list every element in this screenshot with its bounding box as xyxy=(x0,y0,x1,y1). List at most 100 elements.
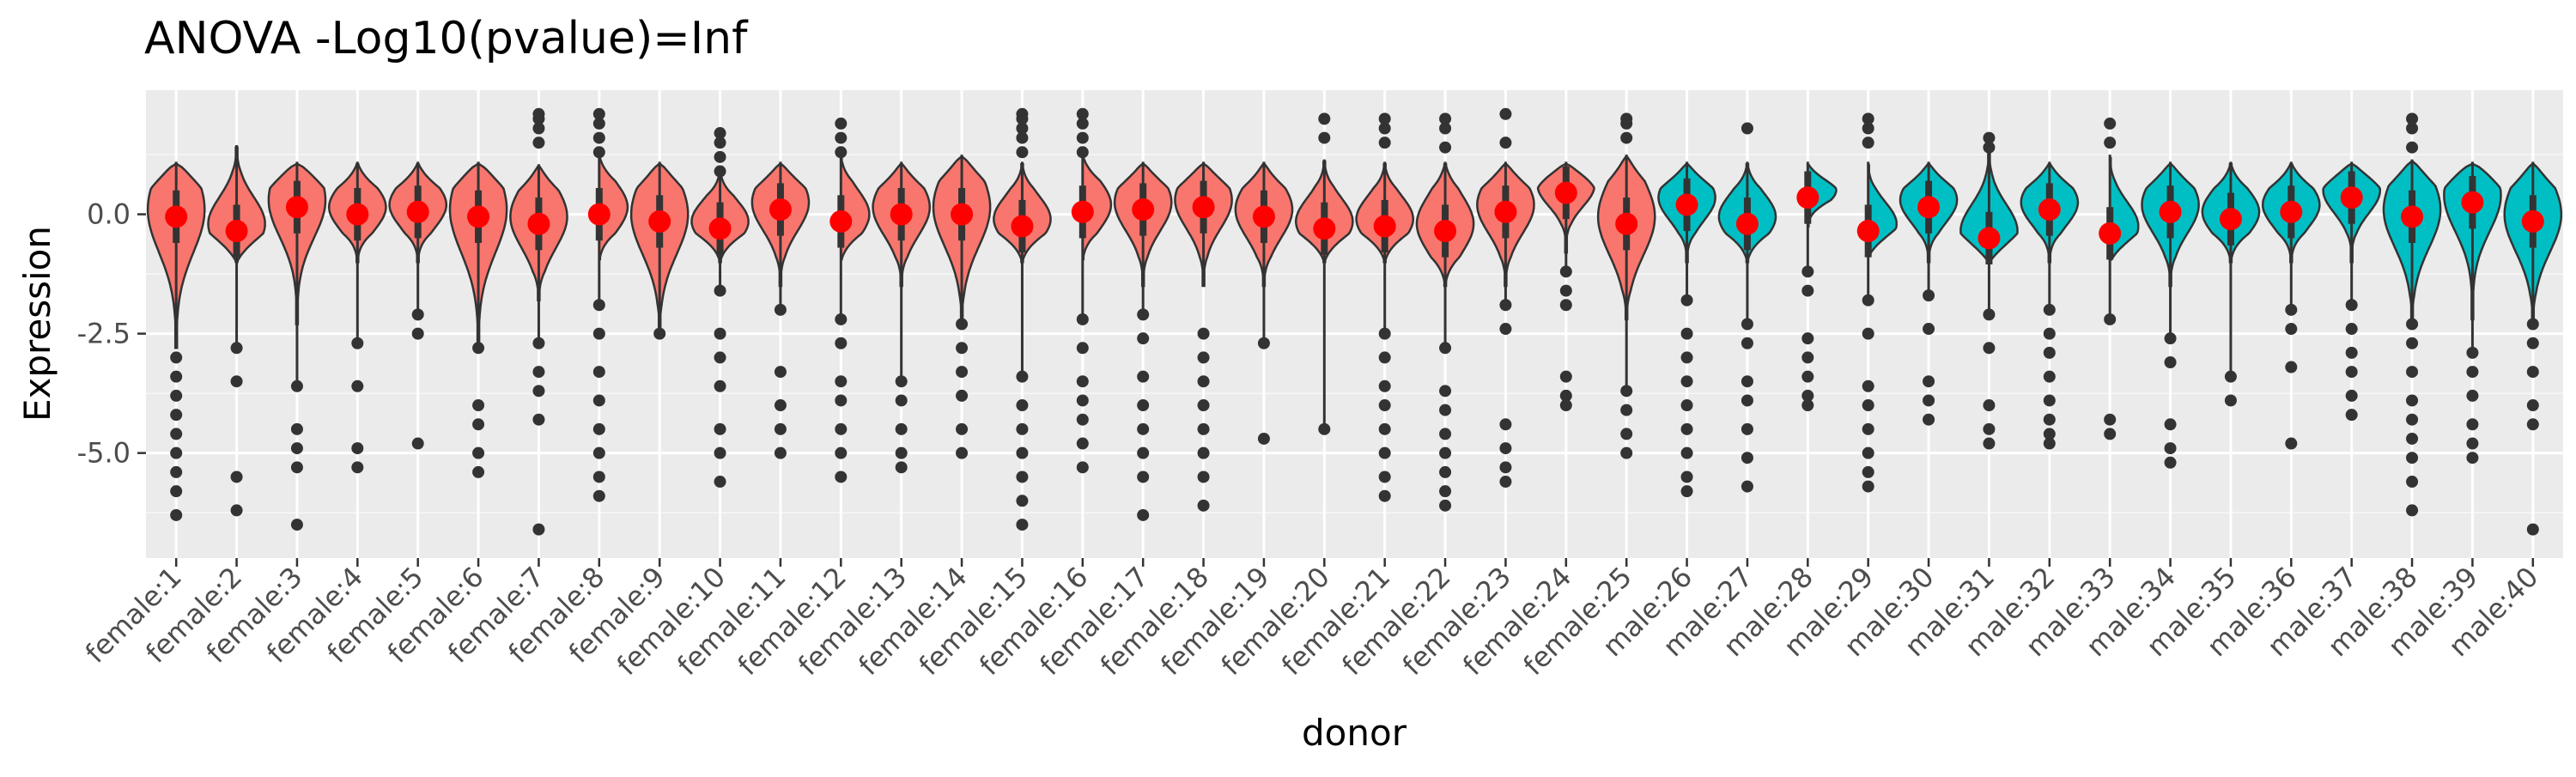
outlier-point xyxy=(230,375,243,388)
outlier-point xyxy=(2406,141,2419,154)
mean-point xyxy=(225,220,248,243)
mean-point xyxy=(1796,186,1820,209)
outlier-point xyxy=(1862,480,1874,493)
outlier-point xyxy=(835,146,848,159)
outlier-point xyxy=(1801,332,1814,345)
outlier-point xyxy=(2164,332,2177,345)
outlier-point xyxy=(1499,323,1512,336)
outlier-point xyxy=(170,465,183,478)
outlier-point xyxy=(1197,470,1210,483)
mean-point xyxy=(1434,220,1457,243)
outlier-point xyxy=(1559,265,1572,278)
outlier-point xyxy=(1378,351,1391,364)
outlier-point xyxy=(956,318,969,331)
outlier-point xyxy=(774,399,787,412)
outlier-point xyxy=(1620,446,1633,459)
outlier-point xyxy=(1439,465,1452,478)
y-axis-title: Expression xyxy=(16,226,58,422)
outlier-point xyxy=(2043,327,2056,340)
outlier-point xyxy=(592,366,605,379)
violin-female-11 xyxy=(750,161,811,459)
outlier-point xyxy=(1197,327,1210,340)
mean-point xyxy=(1856,220,1880,243)
violin-male-40 xyxy=(2503,161,2563,536)
outlier-point xyxy=(1862,465,1874,478)
outlier-point xyxy=(2406,318,2419,331)
outlier-point xyxy=(532,107,545,120)
mean-point xyxy=(1978,227,2001,250)
mean-point xyxy=(587,203,611,226)
mean-point xyxy=(2280,200,2303,223)
outlier-point xyxy=(956,446,969,459)
outlier-point xyxy=(2285,437,2298,450)
violin-female-10 xyxy=(690,127,750,489)
violin-female-14 xyxy=(932,155,992,459)
outlier-point xyxy=(532,337,545,349)
mean-point xyxy=(1675,193,1698,216)
violin-female-7 xyxy=(509,107,568,536)
outlier-point xyxy=(1801,351,1814,364)
outlier-point xyxy=(714,446,726,459)
mean-point xyxy=(890,203,913,226)
outlier-point xyxy=(1620,131,1633,144)
outlier-point xyxy=(290,461,303,474)
outlier-point xyxy=(1076,413,1089,426)
outlier-point xyxy=(1197,375,1210,388)
violin-female-17 xyxy=(1113,161,1173,521)
mean-point xyxy=(1917,196,1941,219)
mean-point xyxy=(1071,200,1094,223)
outlier-point xyxy=(2526,337,2539,349)
outlier-point xyxy=(1983,399,1996,412)
outlier-point xyxy=(1499,299,1512,312)
outlier-point xyxy=(1862,446,1874,459)
outlier-point xyxy=(1197,446,1210,459)
outlier-point xyxy=(1499,442,1512,455)
violin-female-2 xyxy=(207,144,266,517)
outlier-point xyxy=(532,413,545,426)
outlier-point xyxy=(1439,485,1452,498)
mean-point xyxy=(769,198,792,222)
outlier-point xyxy=(532,385,545,398)
outlier-point xyxy=(2285,361,2298,373)
mean-point xyxy=(648,209,671,233)
outlier-point xyxy=(1439,446,1452,459)
outlier-point xyxy=(714,327,726,340)
outlier-point xyxy=(2043,413,2056,426)
outlier-point xyxy=(1620,428,1633,440)
outlier-point xyxy=(2345,409,2358,422)
outlier-point xyxy=(1318,422,1331,435)
outlier-point xyxy=(290,422,303,435)
outlier-point xyxy=(2104,313,2117,325)
outlier-point xyxy=(1378,470,1391,483)
violin-male-34 xyxy=(2141,161,2200,469)
outlier-point xyxy=(2466,437,2479,450)
outlier-point xyxy=(2466,418,2479,431)
outlier-point xyxy=(2406,122,2419,135)
outlier-point xyxy=(592,299,605,312)
outlier-point xyxy=(1559,389,1572,402)
outlier-point xyxy=(592,394,605,407)
outlier-point xyxy=(1016,146,1029,159)
outlier-point xyxy=(1680,375,1693,388)
outlier-point xyxy=(170,428,183,440)
outlier-point xyxy=(2345,299,2358,312)
outlier-point xyxy=(2104,413,2117,426)
outlier-point xyxy=(2466,346,2479,359)
outlier-point xyxy=(714,422,726,435)
outlier-point xyxy=(1741,337,1753,349)
outlier-point xyxy=(290,442,303,455)
outlier-point xyxy=(1923,394,1935,407)
outlier-point xyxy=(835,446,848,459)
outlier-point xyxy=(2224,370,2237,383)
mean-point xyxy=(1011,215,1034,238)
outlier-point xyxy=(1318,112,1331,125)
outlier-point xyxy=(1137,508,1150,521)
outlier-point xyxy=(592,446,605,459)
outlier-point xyxy=(170,370,183,383)
outlier-point xyxy=(1439,112,1452,125)
outlier-point xyxy=(1197,499,1210,512)
outlier-point xyxy=(2104,117,2117,130)
outlier-point xyxy=(1620,404,1633,416)
